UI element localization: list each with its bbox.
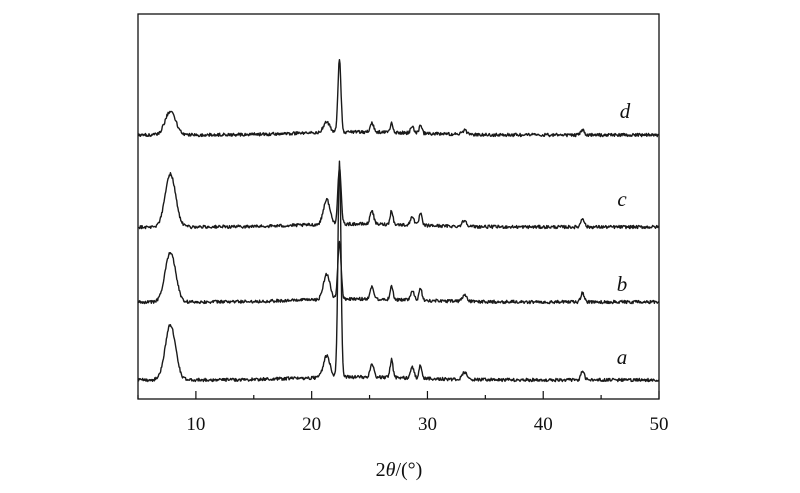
series-group: a b c d xyxy=(137,58,660,383)
x-axis-title-theta: θ xyxy=(386,459,396,481)
x-tick-label: 20 xyxy=(302,414,321,435)
x-axis-title: 2θ/(°) xyxy=(376,459,423,481)
series-label-a: a xyxy=(617,345,628,369)
series-label-d: d xyxy=(620,99,631,123)
x-axis-title-prefix: 2 xyxy=(376,459,386,481)
x-tick-label: 40 xyxy=(534,414,553,435)
series-line-a xyxy=(137,160,660,383)
series-label-b: b xyxy=(617,272,628,296)
x-axis-title-suffix: /(°) xyxy=(395,459,422,481)
x-axis: 10 20 30 40 50 xyxy=(137,391,669,435)
x-tick-label: 30 xyxy=(418,414,437,435)
x-tick-label: 50 xyxy=(650,414,669,435)
series-line-b xyxy=(137,240,660,305)
series-line-d xyxy=(137,58,660,138)
series-label-c: c xyxy=(617,187,627,211)
series-line-c xyxy=(137,166,660,230)
x-tick-label: 10 xyxy=(186,414,205,435)
plot-frame xyxy=(137,13,660,400)
